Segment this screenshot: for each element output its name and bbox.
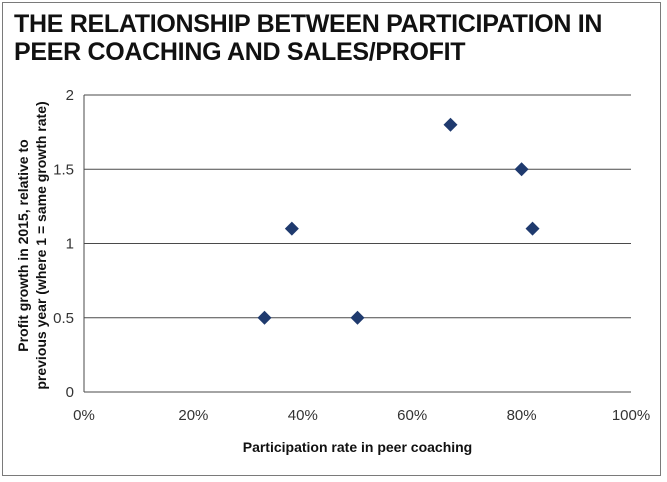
data-point (443, 117, 458, 132)
y-tick-label: 2 (66, 87, 74, 104)
chart-title: THE RELATIONSHIP BETWEEN PARTICIPATION I… (14, 10, 603, 66)
y-axis-title: Profit growth in 2015, relative to previo… (15, 101, 49, 389)
x-tick-label: 0% (73, 407, 95, 424)
data-point (284, 221, 299, 236)
data-point (525, 221, 540, 236)
y-tick-label: 1.5 (53, 161, 74, 178)
y-axis-title-line: previous year (where 1 = same growth rat… (33, 101, 49, 389)
x-tick-label: 20% (178, 407, 208, 424)
y-tick-label: 1 (66, 236, 74, 253)
x-tick-label: 60% (397, 407, 427, 424)
chart-frame (2, 2, 661, 476)
x-tick-labels: 0% 20% 40% 60% 80% 100% (73, 407, 650, 424)
x-tick-label: 40% (288, 407, 318, 424)
y-axis-title-line: Profit growth in 2015, relative to (15, 139, 31, 351)
y-tick-label: 0 (66, 384, 74, 401)
x-tick-label: 100% (612, 407, 650, 424)
data-point (350, 310, 365, 325)
y-tick-labels: 0 0.5 1 1.5 2 (53, 87, 74, 401)
y-tick-label: 0.5 (53, 310, 74, 327)
x-tick-label: 80% (507, 407, 537, 424)
data-point (257, 310, 272, 325)
data-point (514, 162, 529, 177)
x-axis-title: Participation rate in peer coaching (243, 439, 473, 455)
data-points (257, 117, 540, 325)
gridlines (84, 94, 631, 393)
